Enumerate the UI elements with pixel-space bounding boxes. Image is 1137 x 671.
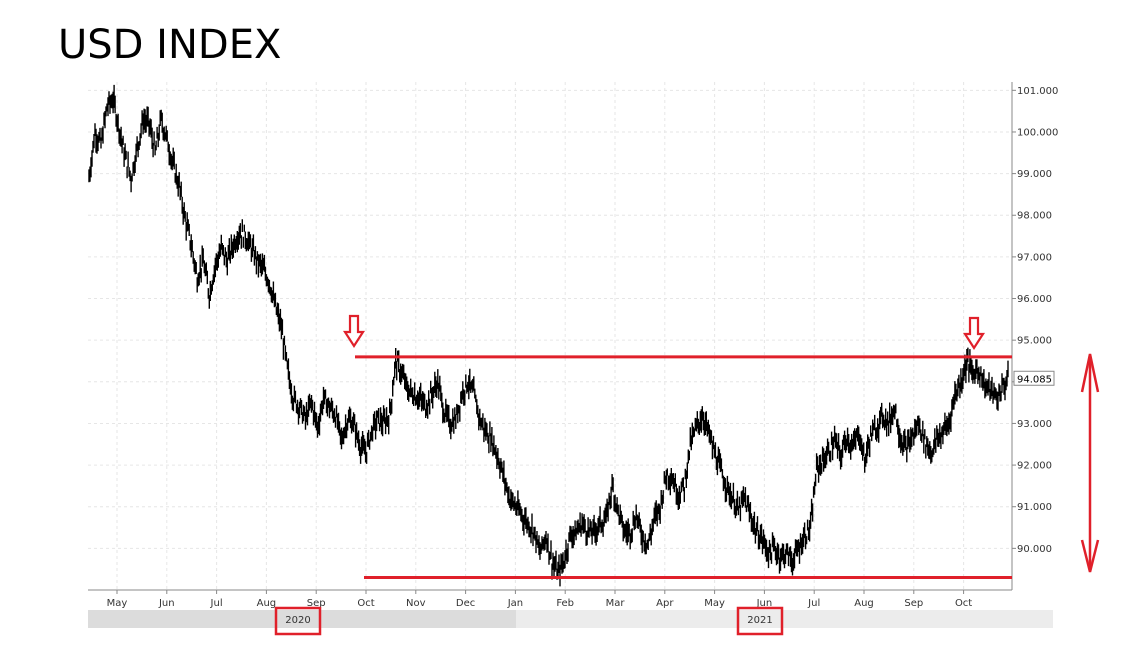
x-tick-label: Sep xyxy=(307,598,326,609)
chart-title: USD INDEX xyxy=(58,22,282,68)
y-tick-label: 92.000 xyxy=(1017,461,1052,472)
peak-arrow-left xyxy=(342,314,366,349)
last-value-box xyxy=(1013,370,1055,386)
y-tick-label: 93.000 xyxy=(1017,419,1052,430)
plot-area xyxy=(88,82,1012,590)
year-highlight-box xyxy=(274,606,322,636)
last-value-label: 94.085 xyxy=(1017,374,1052,385)
x-tick-label: Jul xyxy=(807,598,820,609)
x-tick-label: May xyxy=(107,598,128,609)
peak-arrow-right xyxy=(962,316,986,351)
x-tick-label: Feb xyxy=(556,598,574,609)
year-highlight-box xyxy=(736,606,784,636)
x-tick-label: Jul xyxy=(210,598,223,609)
year-band-2020 xyxy=(88,610,516,628)
x-tick-label: Oct xyxy=(955,598,972,609)
x-tick-label: Oct xyxy=(357,598,374,609)
range-arrow-bottom xyxy=(1080,539,1100,573)
chart-grid xyxy=(88,82,1012,590)
x-tick-label: Dec xyxy=(456,598,475,609)
y-tick-label: 96.000 xyxy=(1017,294,1052,305)
x-tick-label: Nov xyxy=(406,598,426,609)
x-tick-label: Jun xyxy=(756,598,773,609)
y-tick-label: 98.000 xyxy=(1017,211,1052,222)
x-tick-label: Sep xyxy=(904,598,923,609)
y-tick-label: 91.000 xyxy=(1017,502,1052,513)
x-tick-label: Apr xyxy=(656,598,674,609)
x-tick-label: Aug xyxy=(257,598,277,609)
y-tick-label: 99.000 xyxy=(1017,169,1052,180)
y-tick-label: 90.000 xyxy=(1017,544,1052,555)
x-tick-label: Mar xyxy=(606,598,626,609)
x-tick-label: Aug xyxy=(854,598,874,609)
x-tick-label: May xyxy=(704,598,725,609)
y-tick-label: 95.000 xyxy=(1017,336,1052,347)
x-tick-label: Jan xyxy=(507,598,523,609)
year-label: 2021 xyxy=(747,615,772,626)
y-axis: 90.00091.00092.00093.00094.00095.00096.0… xyxy=(1011,82,1058,590)
year-label: 2020 xyxy=(285,615,310,626)
y-tick-label: 97.000 xyxy=(1017,252,1052,263)
annotations xyxy=(274,314,1100,636)
y-tick-label: 101.000 xyxy=(1017,86,1058,97)
year-band-2021 xyxy=(516,610,1053,628)
x-axis: May Jun Jul Aug Sep Oct Nov Dec Jan Feb Mar Apr May J… xyxy=(88,589,1053,628)
x-tick-label: Jun xyxy=(158,598,175,609)
range-arrow-top xyxy=(1080,353,1100,393)
y-tick-label: 100.000 xyxy=(1017,127,1058,138)
